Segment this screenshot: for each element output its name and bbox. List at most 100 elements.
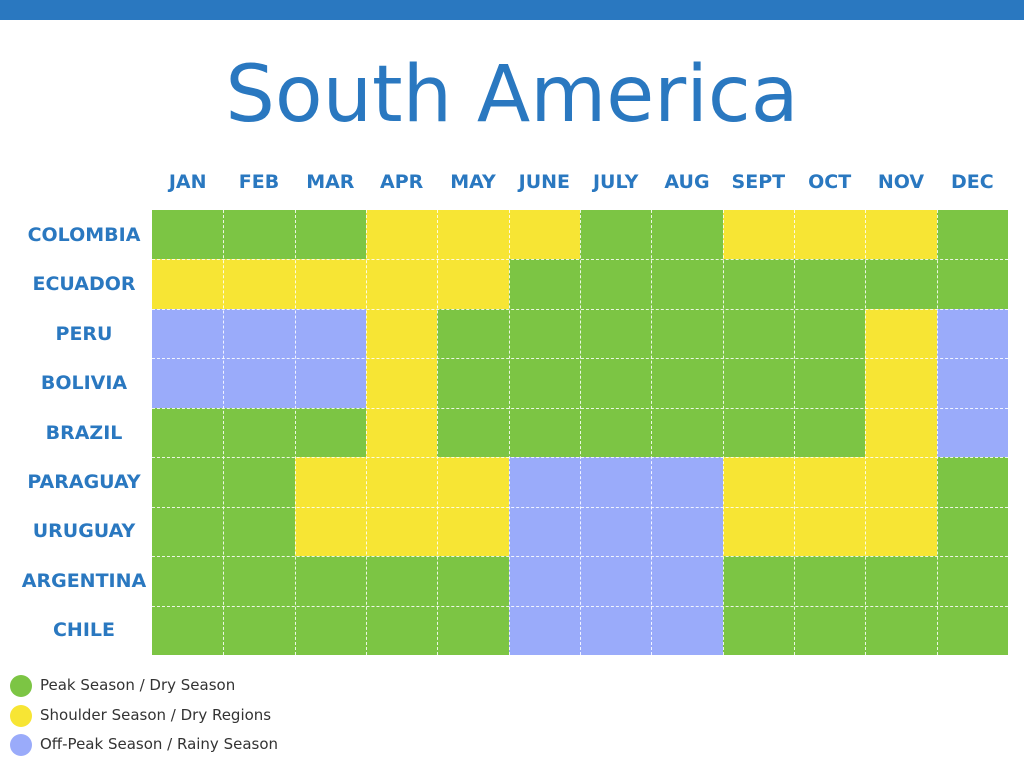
country-label-colombia: COLOMBIA <box>27 223 141 246</box>
country-label-ecuador: ECUADOR <box>32 273 136 296</box>
heatmap-cell <box>294 605 366 655</box>
grid-line-vertical <box>936 210 938 655</box>
month-label-june: JUNE <box>518 171 571 193</box>
heatmap-cell <box>651 407 723 458</box>
heatmap-cell <box>437 308 509 359</box>
month-label-oct: OCT <box>808 171 852 193</box>
heatmap-cell <box>294 210 366 260</box>
legend-label: Off-Peak Season / Rainy Season <box>40 735 279 753</box>
grid-line-horizontal <box>152 308 1008 310</box>
heatmap-cell <box>580 358 652 408</box>
heatmap-cell <box>936 259 1008 309</box>
grid-line-horizontal <box>152 407 1008 409</box>
heatmap-cell <box>508 259 580 309</box>
heatmap-cell <box>865 259 937 309</box>
grid-line-vertical <box>223 210 225 655</box>
heatmap-cell <box>580 605 652 655</box>
heatmap-cell <box>223 210 295 260</box>
heatmap-cell <box>722 605 794 655</box>
top-banner-bar <box>0 0 1024 20</box>
grid-line-vertical <box>580 210 581 655</box>
season-heatmap-grid <box>152 210 1008 655</box>
grid-line-vertical <box>722 210 724 655</box>
heatmap-cell <box>651 457 723 507</box>
month-label-dec: DEC <box>950 171 994 193</box>
heatmap-cell <box>152 605 224 655</box>
heatmap-cell <box>722 308 794 359</box>
heatmap-cell <box>294 506 366 557</box>
heatmap-cell <box>865 506 937 557</box>
legend-swatch-icon <box>10 704 32 727</box>
heatmap-cell <box>152 308 224 359</box>
grid-line-vertical <box>294 210 296 655</box>
heatmap-cell <box>152 358 224 408</box>
heatmap-cell <box>152 506 224 557</box>
heatmap-cell <box>651 605 723 655</box>
grid-line-horizontal <box>152 358 1008 360</box>
heatmap-cell <box>366 506 438 557</box>
grid-line-horizontal <box>152 556 1008 558</box>
heatmap-cell <box>366 556 438 606</box>
grid-line-horizontal <box>152 506 1008 508</box>
heatmap-cell <box>437 210 509 260</box>
page-title: South America <box>225 50 799 140</box>
heatmap-cell <box>936 210 1008 260</box>
heatmap-cell <box>865 556 937 606</box>
heatmap-cell <box>865 308 937 359</box>
heatmap-cell <box>152 210 224 260</box>
heatmap-cell <box>651 259 723 309</box>
month-label-may: MAY <box>450 171 496 193</box>
heatmap-cell <box>294 556 366 606</box>
heatmap-cell <box>366 308 438 359</box>
heatmap-cell <box>508 506 580 557</box>
heatmap-cell <box>580 308 652 359</box>
legend-swatch-icon <box>10 734 32 756</box>
heatmap-cell <box>366 605 438 655</box>
grid-line-horizontal <box>152 457 1008 459</box>
heatmap-cell <box>294 308 366 359</box>
heatmap-cell <box>794 457 866 507</box>
grid-line-vertical <box>508 210 510 655</box>
country-label-chile: CHILE <box>52 619 115 642</box>
heatmap-cell <box>722 556 794 606</box>
heatmap-cell <box>865 457 937 507</box>
heatmap-cell <box>437 358 509 408</box>
country-label-bolivia: BOLIVIA <box>40 372 128 395</box>
heatmap-cell <box>508 605 580 655</box>
heatmap-cell <box>794 210 866 260</box>
heatmap-cell <box>508 210 580 260</box>
month-label-apr: APR <box>380 171 424 193</box>
heatmap-cell <box>294 358 366 408</box>
heatmap-cell <box>508 358 580 408</box>
heatmap-cell <box>865 210 937 260</box>
heatmap-cell <box>223 605 295 655</box>
heatmap-cell <box>294 259 366 309</box>
heatmap-cell <box>294 457 366 507</box>
month-label-sept: SEPT <box>731 171 786 193</box>
heatmap-cell <box>223 457 295 507</box>
month-label-aug: AUG <box>664 171 710 193</box>
heatmap-cell <box>294 407 366 458</box>
heatmap-cell <box>223 259 295 309</box>
heatmap-cell <box>223 358 295 408</box>
heatmap-cell <box>936 556 1008 606</box>
heatmap-cell <box>794 308 866 359</box>
heatmap-cell <box>437 506 509 557</box>
heatmap-cell <box>152 457 224 507</box>
heatmap-cell <box>865 605 937 655</box>
heatmap-cell <box>508 308 580 359</box>
grid-line-vertical <box>794 210 795 655</box>
heatmap-cell <box>437 556 509 606</box>
heatmap-cell <box>152 407 224 458</box>
heatmap-cell <box>794 506 866 557</box>
heatmap-cell <box>722 259 794 309</box>
country-label-uruguay: URUGUAY <box>32 520 136 543</box>
heatmap-cell <box>580 457 652 507</box>
heatmap-cell <box>580 407 652 458</box>
heatmap-cell <box>794 259 866 309</box>
heatmap-cell <box>722 210 794 260</box>
heatmap-cell <box>722 506 794 557</box>
heatmap-cell <box>936 308 1008 359</box>
heatmap-cell <box>223 407 295 458</box>
heatmap-cell <box>936 605 1008 655</box>
